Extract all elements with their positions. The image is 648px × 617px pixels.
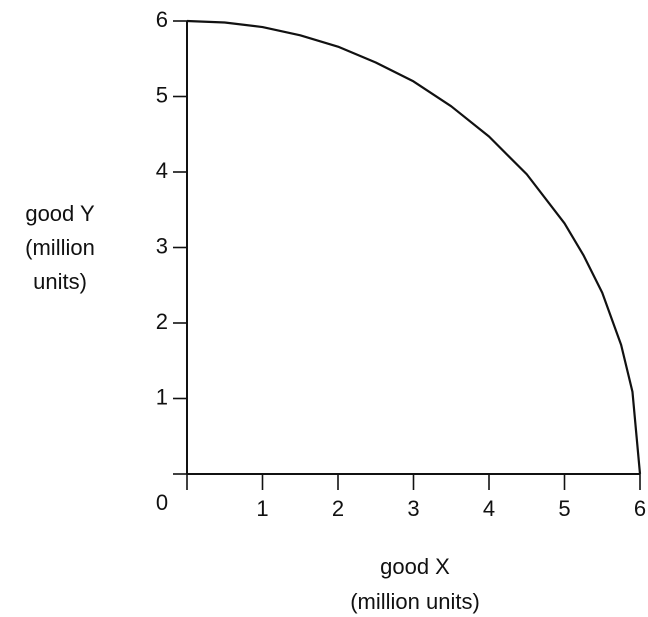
y-axis-label: good Y [25,201,95,226]
x-axis-label: good X [380,554,450,579]
x-tick-label: 0 [156,490,168,515]
y-tick-label: 3 [156,233,168,258]
y-tick-label: 2 [156,309,168,334]
x-tick-label: 1 [256,496,268,521]
y-tick-label: 6 [156,7,168,32]
x-tick-label: 6 [634,496,646,521]
y-tick-label: 4 [156,158,168,183]
y-axis-label: (million [25,235,95,260]
x-axis-label: (million units) [350,589,480,614]
y-axis-label: units) [33,269,87,294]
x-tick-label: 2 [332,496,344,521]
y-tick-label: 5 [156,82,168,107]
frontier-line [186,19,642,475]
x-tick-label: 5 [558,496,570,521]
x-tick-label: 4 [483,496,495,521]
x-tick-label: 3 [407,496,419,521]
y-tick-label: 1 [156,384,168,409]
